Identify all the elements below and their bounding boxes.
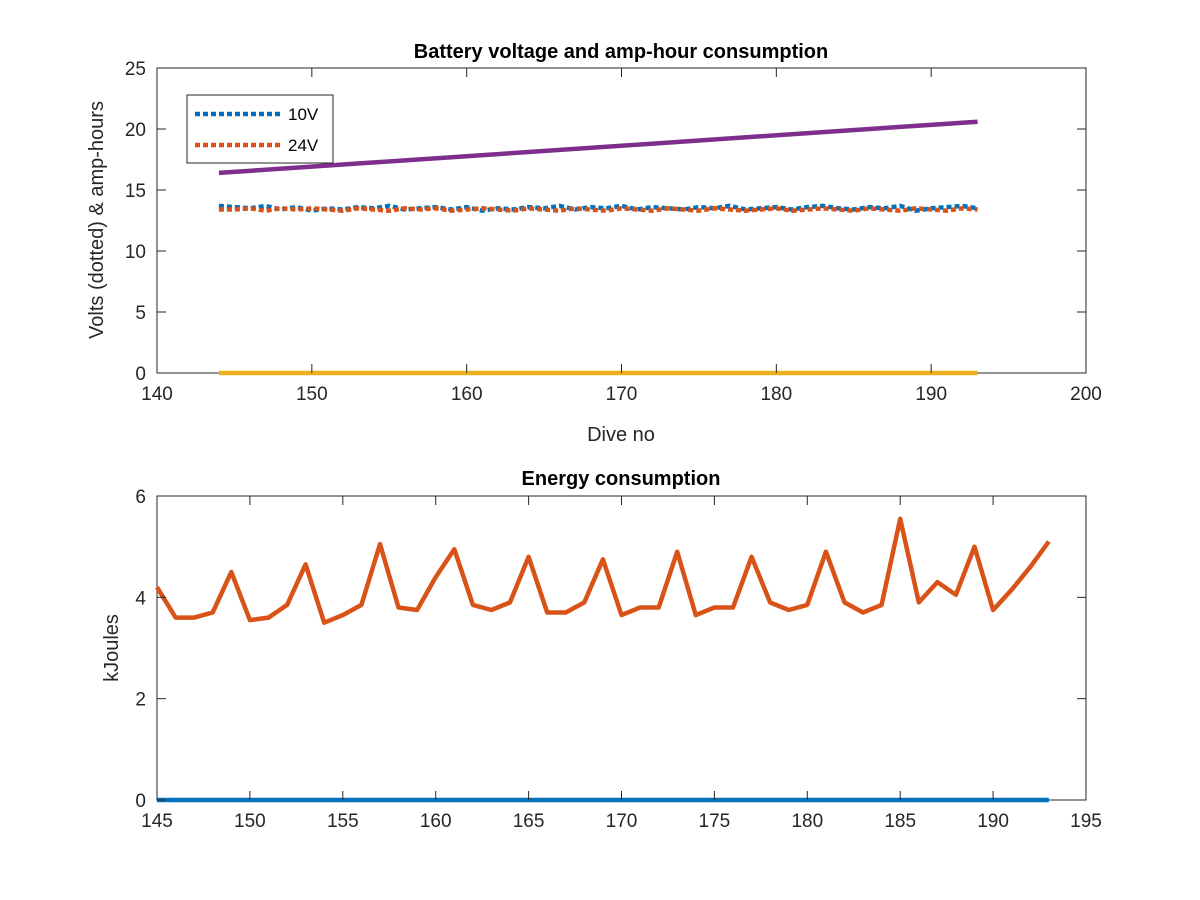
x-tick-label: 200 bbox=[1070, 384, 1102, 405]
x-tick-label: 185 bbox=[884, 811, 916, 832]
x-tick-label: 190 bbox=[915, 384, 947, 405]
legend-label-24v: 24V bbox=[288, 136, 319, 155]
series-line-24v bbox=[218, 206, 978, 213]
x-axis-label: Dive no bbox=[587, 424, 655, 446]
x-tick-label: 190 bbox=[977, 811, 1009, 832]
axis-ticks-group: 145 150 155 160 165 170 175 180 185 190 195 0 2 4 6 bbox=[135, 487, 1101, 832]
chart-title: Energy consumption bbox=[522, 468, 721, 490]
y-axis-label: Volts (dotted) & amp-hours bbox=[86, 101, 108, 339]
x-tick-label: 170 bbox=[606, 811, 638, 832]
y-tick-label: 6 bbox=[135, 487, 146, 508]
y-tick-label: 0 bbox=[135, 364, 146, 385]
axis-ticks-group: 140 150 160 170 180 190 200 0 5 10 15 20 25 bbox=[125, 59, 1102, 405]
x-tick-label: 180 bbox=[760, 384, 792, 405]
y-tick-label: 5 bbox=[135, 303, 146, 324]
legend-box bbox=[186, 94, 334, 164]
series-line-10v bbox=[218, 203, 978, 213]
x-tick-label: 150 bbox=[234, 811, 266, 832]
x-tick-label: 160 bbox=[451, 384, 483, 405]
series-line-1-4 bbox=[218, 119, 978, 176]
y-tick-label: 25 bbox=[125, 59, 146, 80]
x-tick-label: 180 bbox=[791, 811, 823, 832]
battery-voltage-subplot: 140 150 160 170 180 190 200 0 5 10 15 20 25 Battery … bbox=[86, 41, 1102, 446]
x-tick-label: 165 bbox=[513, 811, 545, 832]
y-tick-label: 20 bbox=[125, 120, 146, 141]
y-axis-label: kJoules bbox=[101, 614, 123, 682]
energy-consumption-subplot: 145 150 155 160 165 170 175 180 185 190 195 0 2 4 6 En… bbox=[101, 468, 1102, 832]
x-tick-label: 170 bbox=[606, 384, 638, 405]
series-line-2-2 bbox=[155, 516, 1051, 625]
x-tick-label: 195 bbox=[1070, 811, 1102, 832]
legend-label-10v: 10V bbox=[288, 105, 319, 124]
y-tick-label: 4 bbox=[135, 588, 146, 609]
x-tick-label: 140 bbox=[141, 384, 173, 405]
x-tick-label: 160 bbox=[420, 811, 452, 832]
y-tick-label: 15 bbox=[125, 181, 146, 202]
x-tick-label: 155 bbox=[327, 811, 359, 832]
y-tick-label: 0 bbox=[135, 791, 146, 812]
x-tick-label: 145 bbox=[141, 811, 173, 832]
y-tick-label: 10 bbox=[125, 242, 146, 263]
legend: 10V 24V bbox=[186, 94, 334, 164]
data-series-group bbox=[218, 119, 978, 376]
chart-title: Battery voltage and amp-hour consumption bbox=[414, 41, 828, 63]
plot-area bbox=[156, 495, 1087, 801]
y-tick-label: 2 bbox=[135, 690, 146, 711]
x-tick-label: 175 bbox=[699, 811, 731, 832]
x-tick-label: 150 bbox=[296, 384, 328, 405]
